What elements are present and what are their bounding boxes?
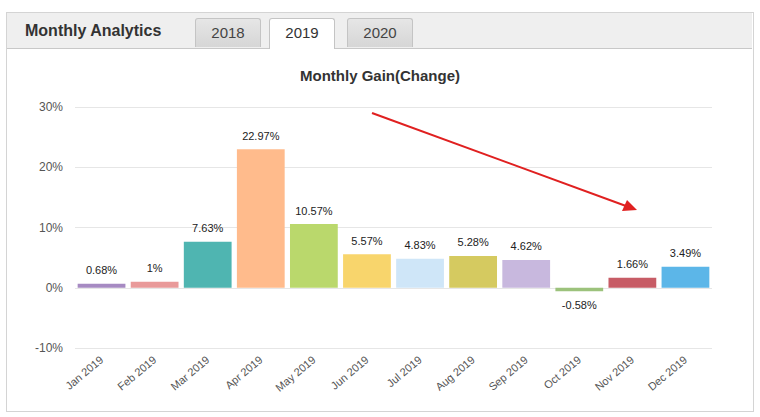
svg-text:4.62%: 4.62% [511, 240, 542, 252]
svg-text:Jun 2019: Jun 2019 [328, 353, 370, 391]
svg-text:10%: 10% [39, 221, 63, 235]
svg-text:Monthly Gain(Change): Monthly Gain(Change) [300, 67, 460, 84]
svg-text:Jul 2019: Jul 2019 [384, 353, 424, 389]
html-text:2018: 2018 [211, 24, 245, 41]
svg-text:1.66%: 1.66% [617, 258, 648, 270]
svg-text:-0.58%: -0.58% [562, 299, 597, 311]
svg-text:0%: 0% [46, 281, 64, 295]
svg-text:5.57%: 5.57% [351, 235, 382, 247]
svg-text:4.83%: 4.83% [404, 239, 435, 251]
html-text:Monthly Analytics: Monthly Analytics [25, 22, 162, 39]
svg-text:30%: 30% [39, 100, 63, 114]
svg-text:3.49%: 3.49% [670, 247, 701, 259]
svg-text:10.57%: 10.57% [295, 205, 333, 217]
svg-text:1%: 1% [147, 262, 163, 274]
svg-text:5.28%: 5.28% [458, 236, 489, 248]
svg-text:Feb 2019: Feb 2019 [115, 353, 158, 392]
html-text:2019: 2019 [285, 24, 319, 41]
svg-text:-10%: -10% [35, 341, 63, 355]
svg-text:Aug 2019: Aug 2019 [433, 353, 477, 392]
svg-text:May 2019: May 2019 [273, 353, 318, 393]
svg-text:Sep 2019: Sep 2019 [486, 353, 530, 392]
html-text:2020: 2020 [363, 24, 397, 41]
svg-text:Nov 2019: Nov 2019 [592, 353, 636, 392]
svg-text:Jan 2019: Jan 2019 [63, 353, 105, 391]
svg-text:7.63%: 7.63% [192, 222, 223, 234]
svg-text:Oct 2019: Oct 2019 [541, 353, 583, 391]
svg-text:Apr 2019: Apr 2019 [223, 353, 265, 391]
svg-text:Dec 2019: Dec 2019 [646, 353, 690, 392]
svg-text:0.68%: 0.68% [86, 264, 117, 276]
svg-text:20%: 20% [39, 160, 63, 174]
svg-text:22.97%: 22.97% [242, 130, 280, 142]
svg-text:Mar 2019: Mar 2019 [168, 353, 211, 392]
